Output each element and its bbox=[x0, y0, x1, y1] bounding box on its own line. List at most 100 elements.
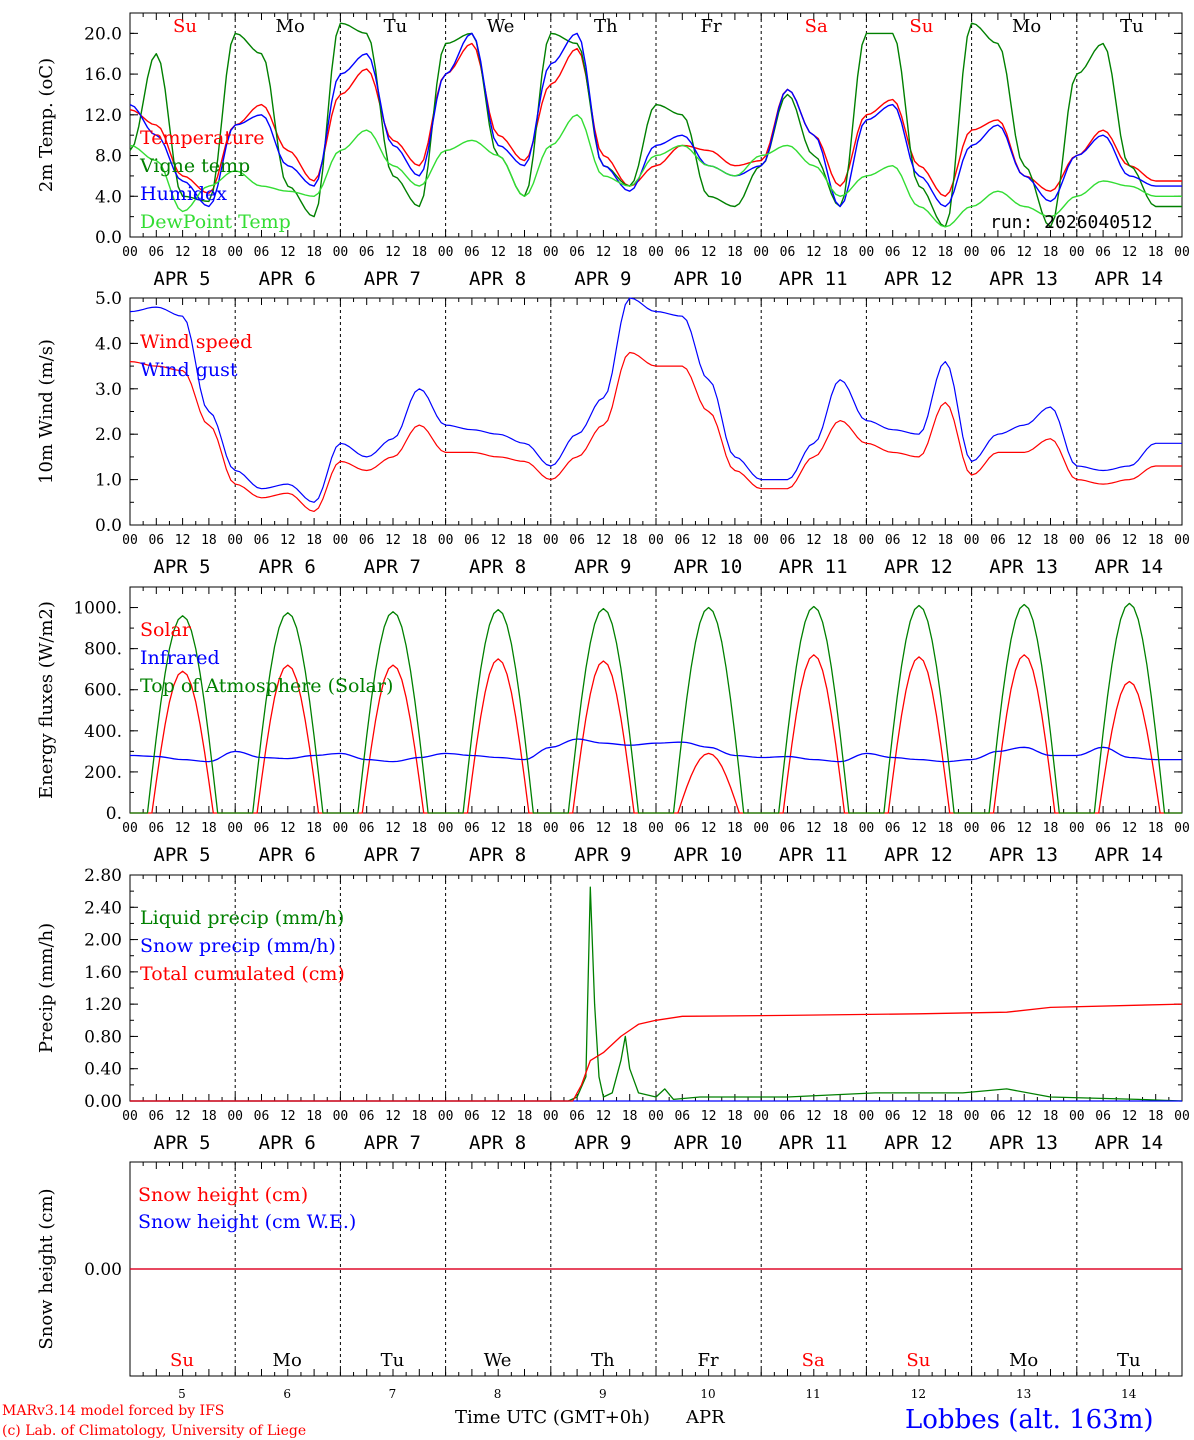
day-abbr-bottom: Th bbox=[591, 1350, 615, 1371]
x-tick-label: 06 bbox=[569, 821, 585, 836]
y-tick-label: 2.00 bbox=[84, 931, 122, 951]
date-label: APR 9 bbox=[574, 1132, 631, 1154]
day-number: 13 bbox=[1016, 1387, 1031, 1401]
x-tick-label: 12 bbox=[1122, 821, 1138, 836]
day-number: 8 bbox=[494, 1387, 502, 1401]
day-number: 5 bbox=[178, 1387, 186, 1401]
x-tick-label: 06 bbox=[674, 245, 690, 260]
series-liquid-precip-mm-h- bbox=[130, 886, 1183, 1102]
x-tick-label: 18 bbox=[937, 821, 953, 836]
x-tick-label: 18 bbox=[1043, 1109, 1059, 1124]
y-tick-label: 12.0 bbox=[84, 106, 122, 126]
date-label: APR 10 bbox=[674, 268, 743, 290]
x-tick-label: 12 bbox=[385, 533, 401, 548]
x-tick-label: 06 bbox=[359, 533, 375, 548]
x-tick-label: 00 bbox=[1174, 1109, 1190, 1124]
date-label: APR 6 bbox=[259, 268, 316, 290]
x-tick-label: 06 bbox=[569, 245, 585, 260]
day-abbr-bottom: Su bbox=[906, 1350, 930, 1371]
x-tick-label: 00 bbox=[543, 245, 559, 260]
x-tick-label: 12 bbox=[806, 533, 822, 548]
credit-line-2: (c) Lab. of Climatology, University of L… bbox=[2, 1423, 306, 1439]
x-tick-label: 18 bbox=[1043, 533, 1059, 548]
x-tick-label: 00 bbox=[438, 1109, 454, 1124]
y-tick-label: 0.0 bbox=[95, 228, 122, 248]
date-label: APR 5 bbox=[153, 844, 210, 866]
day-abbr-top: Su bbox=[909, 16, 933, 37]
x-tick-label: 18 bbox=[517, 245, 533, 260]
x-tick-label: 18 bbox=[622, 533, 638, 548]
legend-snow-height-cm-: Snow height (cm) bbox=[138, 1184, 308, 1206]
x-tick-label: 06 bbox=[990, 1109, 1006, 1124]
y-axis-label: 10m Wind (m/s) bbox=[36, 339, 57, 484]
x-tick-label: 06 bbox=[780, 245, 796, 260]
day-number: 10 bbox=[700, 1387, 715, 1401]
date-label: APR 7 bbox=[364, 1132, 421, 1154]
x-tick-label: 00 bbox=[122, 821, 138, 836]
x-tick-label: 00 bbox=[964, 245, 980, 260]
legend-vigne-temp: Vigne temp bbox=[139, 155, 250, 177]
x-tick-label: 12 bbox=[490, 1109, 506, 1124]
run-label: run: 2026040512 bbox=[990, 212, 1153, 233]
y-axis-label: Precip (mm/h) bbox=[36, 923, 57, 1053]
x-tick-label: 18 bbox=[832, 821, 848, 836]
y-tick-label: 2.0 bbox=[95, 425, 122, 445]
x-tick-label: 06 bbox=[254, 821, 270, 836]
day-number: 14 bbox=[1121, 1387, 1137, 1401]
x-tick-label: 18 bbox=[411, 245, 427, 260]
date-label: APR 6 bbox=[259, 844, 316, 866]
x-tick-label: 12 bbox=[280, 821, 296, 836]
x-tick-label: 18 bbox=[306, 1109, 322, 1124]
day-abbr-top: Fr bbox=[700, 16, 721, 37]
x-tick-label: 06 bbox=[1095, 821, 1111, 836]
x-tick-label: 00 bbox=[648, 821, 664, 836]
date-label: APR 5 bbox=[153, 268, 210, 290]
date-label: APR 12 bbox=[884, 844, 953, 866]
x-tick-label: 06 bbox=[885, 821, 901, 836]
x-tick-label: 18 bbox=[411, 821, 427, 836]
x-axis-month: APR bbox=[685, 1407, 725, 1428]
day-number: 7 bbox=[389, 1387, 397, 1401]
date-label: APR 12 bbox=[884, 556, 953, 578]
x-tick-label: 00 bbox=[859, 1109, 875, 1124]
x-tick-label: 18 bbox=[727, 245, 743, 260]
y-tick-label: 200. bbox=[84, 763, 122, 783]
x-tick-label: 18 bbox=[306, 821, 322, 836]
day-abbr-bottom: Tu bbox=[1117, 1350, 1141, 1371]
x-tick-label: 12 bbox=[701, 245, 717, 260]
x-tick-label: 18 bbox=[622, 821, 638, 836]
x-tick-label: 00 bbox=[227, 821, 243, 836]
x-tick-label: 18 bbox=[832, 533, 848, 548]
x-tick-label: 00 bbox=[1069, 821, 1085, 836]
x-tick-label: 00 bbox=[753, 1109, 769, 1124]
x-tick-label: 18 bbox=[517, 1109, 533, 1124]
x-tick-label: 12 bbox=[280, 245, 296, 260]
x-tick-label: 00 bbox=[1174, 821, 1190, 836]
x-tick-label: 12 bbox=[175, 245, 191, 260]
credit-line-1: MARv3.14 model forced by IFS bbox=[2, 1403, 224, 1419]
x-tick-label: 18 bbox=[832, 245, 848, 260]
day-abbr-top: Mo bbox=[1012, 16, 1041, 37]
x-tick-label: 12 bbox=[911, 533, 927, 548]
x-tick-label: 18 bbox=[411, 533, 427, 548]
x-tick-label: 00 bbox=[859, 821, 875, 836]
x-tick-label: 06 bbox=[148, 533, 164, 548]
x-tick-label: 00 bbox=[1174, 533, 1190, 548]
x-tick-label: 12 bbox=[280, 533, 296, 548]
x-tick-label: 12 bbox=[490, 533, 506, 548]
legend-humidex: Humidex bbox=[140, 183, 227, 205]
x-tick-label: 18 bbox=[1043, 821, 1059, 836]
date-label: APR 8 bbox=[469, 268, 526, 290]
y-tick-label: 0.0 bbox=[95, 516, 122, 536]
date-label: APR 14 bbox=[1094, 268, 1163, 290]
legend-total-cumulated-cm-: Total cumulated (cm) bbox=[140, 963, 345, 985]
y-tick-label: 0.80 bbox=[84, 1027, 122, 1047]
x-tick-label: 00 bbox=[753, 245, 769, 260]
x-tick-label: 00 bbox=[333, 245, 349, 260]
x-tick-label: 06 bbox=[990, 533, 1006, 548]
legend-wind-speed: Wind speed bbox=[140, 331, 252, 353]
x-tick-label: 18 bbox=[201, 245, 217, 260]
x-tick-label: 18 bbox=[306, 533, 322, 548]
x-tick-label: 18 bbox=[727, 533, 743, 548]
